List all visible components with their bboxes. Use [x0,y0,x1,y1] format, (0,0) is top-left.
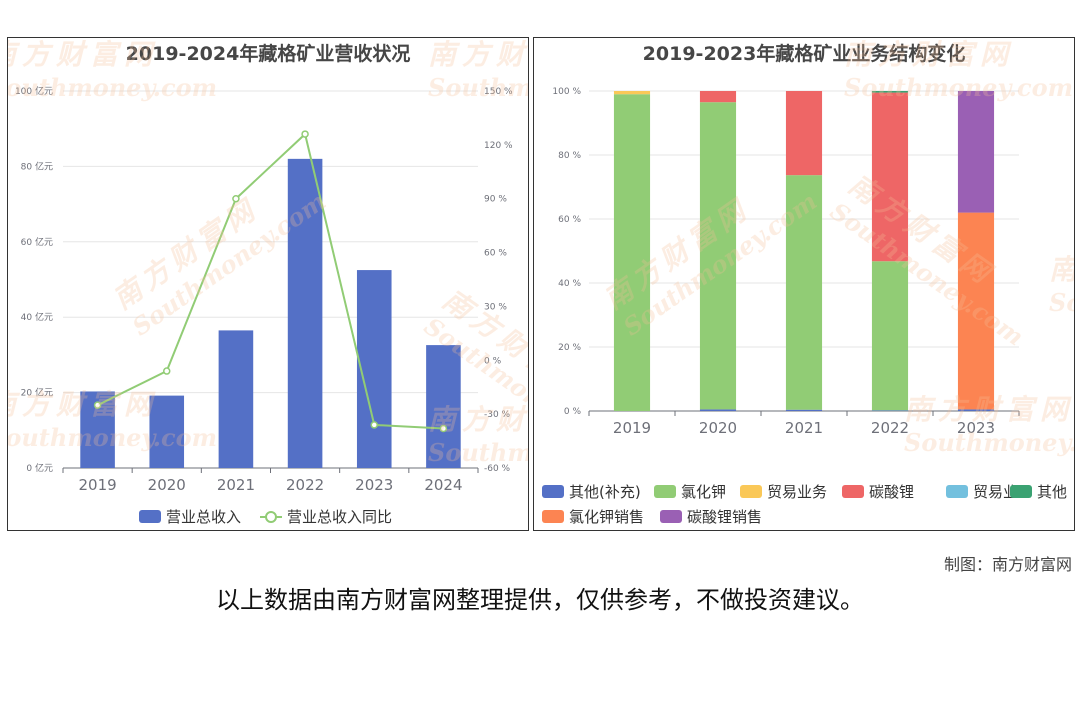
legend-label-碳酸锂: 碳酸锂 [869,483,914,501]
y-tick-label: 100 % [552,87,581,97]
segment-2022-其他 [871,91,909,93]
chart-credit: 制图：南方财富网 [943,555,1072,574]
y-tick-label-left: 100 亿元 [15,85,53,97]
segment-2022-碳酸锂 [871,92,909,262]
segment-2022-其他(补充) [871,410,909,411]
revenue-bar-2020 [149,395,185,468]
legend-swatch-其他 [1010,485,1032,498]
segment-2023-其他(补充) [957,409,995,411]
revenue-bar-2022 [287,158,323,469]
x-tick-label: 2022 [871,419,909,437]
y-tick-label-left: 0 亿元 [26,462,53,474]
segment-2021-氯化钾 [785,175,823,410]
legend-swatch-碳酸锂 [842,485,864,498]
y-tick-label: 40 % [558,279,581,289]
legend-label-碳酸锂销售: 碳酸锂销售 [687,508,762,526]
business-structure-chart: 2019-2023年藏格矿业业务结构变化 0 % 20 % 40 % 60 % 80 % 1… [542,42,1067,526]
legend-label-贸易业务: 贸易业务 [767,483,827,501]
yoy-growth-line [97,132,444,430]
y-tick-label: 80 % [558,151,581,161]
legend-label-其他(补充): 其他(补充) [569,483,641,501]
y-tick-label-right: -30 % [484,410,511,420]
segment-2019-氯化钾 [613,94,651,411]
chart-title: 2019-2024年藏格矿业营收状况 [126,42,411,65]
x-tick-label: 2019 [78,476,116,494]
y-tick-label: 60 % [558,215,581,225]
legend-swatch-贸易业务 [740,485,762,498]
x-tick-label: 2023 [355,476,393,494]
y-tick-label-left: 60 亿元 [21,236,53,248]
revenue-bar-2024 [426,345,461,468]
x-tick-label: 2021 [785,419,823,437]
x-tick-label: 2023 [957,419,995,437]
revenue-chart-panel: 2019-2024年藏格矿业营收状况 0 亿元 20 亿元 40 亿元 60 亿元 80 … [7,37,529,531]
legend-label-yoy: 营业总收入同比 [287,508,392,526]
segment-2021-碳酸锂 [785,91,823,176]
y-tick-label-right: 90 % [484,195,507,205]
segment-2020-氯化钾 [699,102,737,410]
legend-label-其他: 其他 [1037,483,1067,501]
legend-label-氯化钾销售: 氯化钾销售 [569,508,644,526]
segment-2020-碳酸锂 [699,91,737,103]
disclaimer-text: 以上数据由南方财富网整理提供，仅供参考，不做投资建议。 [216,586,864,614]
segment-2023-氯化钾销售 [957,212,995,410]
legend-label-氯化钾: 氯化钾 [681,483,726,501]
revenue-bar-2023 [356,270,392,468]
chart-title: 2019-2023年藏格矿业业务结构变化 [643,42,966,65]
x-tick-label: 2021 [217,476,255,494]
business-structure-chart-panel: 2019-2023年藏格矿业业务结构变化 0 % 20 % 40 % 60 % 80 % 1… [533,37,1075,531]
x-tick-label: 2019 [613,419,651,437]
legend-swatch-氯化钾销售 [542,510,564,523]
legend-label-贸易业: 贸易业 [973,483,1018,501]
x-tick-label: 2024 [424,476,462,494]
legend-label-revenue: 营业总收入 [166,508,241,526]
yoy-point-2019 [93,401,102,409]
segment-2023-碳酸锂销售 [957,91,995,213]
legend-swatch-其他(补充) [542,485,564,498]
yoy-point-2021 [232,194,240,203]
y-tick-label-right: 60 % [484,249,507,259]
yoy-point-2024 [439,424,448,433]
segment-2022-氯化钾 [871,261,909,411]
yoy-point-2020 [163,367,171,375]
segment-2021-其他(补充) [785,409,823,411]
yoy-point-2022 [301,130,309,138]
x-tick-label: 2020 [148,476,186,494]
y-tick-label-left: 80 亿元 [21,160,53,172]
y-tick-label: 20 % [558,343,581,353]
segment-2019-贸易业务 [613,91,651,95]
y-tick-label-left: 40 亿元 [21,311,53,323]
legend-swatch-碳酸锂销售 [660,510,682,523]
revenue-bar-2021 [218,330,254,468]
yoy-point-2023 [370,421,378,429]
y-tick-label: 0 % [564,407,582,417]
legend-swatch-yoy-marker [265,511,277,523]
y-tick-label-right: 0 % [484,356,502,366]
legend-swatch-revenue [139,510,161,523]
y-tick-label-left: 20 亿元 [21,387,53,399]
legend-swatch-氯化钾 [654,485,676,498]
y-tick-label-right: 120 % [484,141,513,151]
x-tick-label: 2020 [699,419,737,437]
y-tick-label-right: -60 % [484,464,511,474]
y-tick-label-right: 30 % [484,302,507,312]
segment-2020-其他(补充) [699,409,737,411]
y-tick-label-right: 150 % [484,87,513,97]
revenue-chart: 2019-2024年藏格矿业营收状况 0 亿元 20 亿元 40 亿元 60 亿元 80 … [15,42,513,526]
legend-swatch-贸易业 [946,485,968,498]
x-tick-label: 2022 [286,476,324,494]
